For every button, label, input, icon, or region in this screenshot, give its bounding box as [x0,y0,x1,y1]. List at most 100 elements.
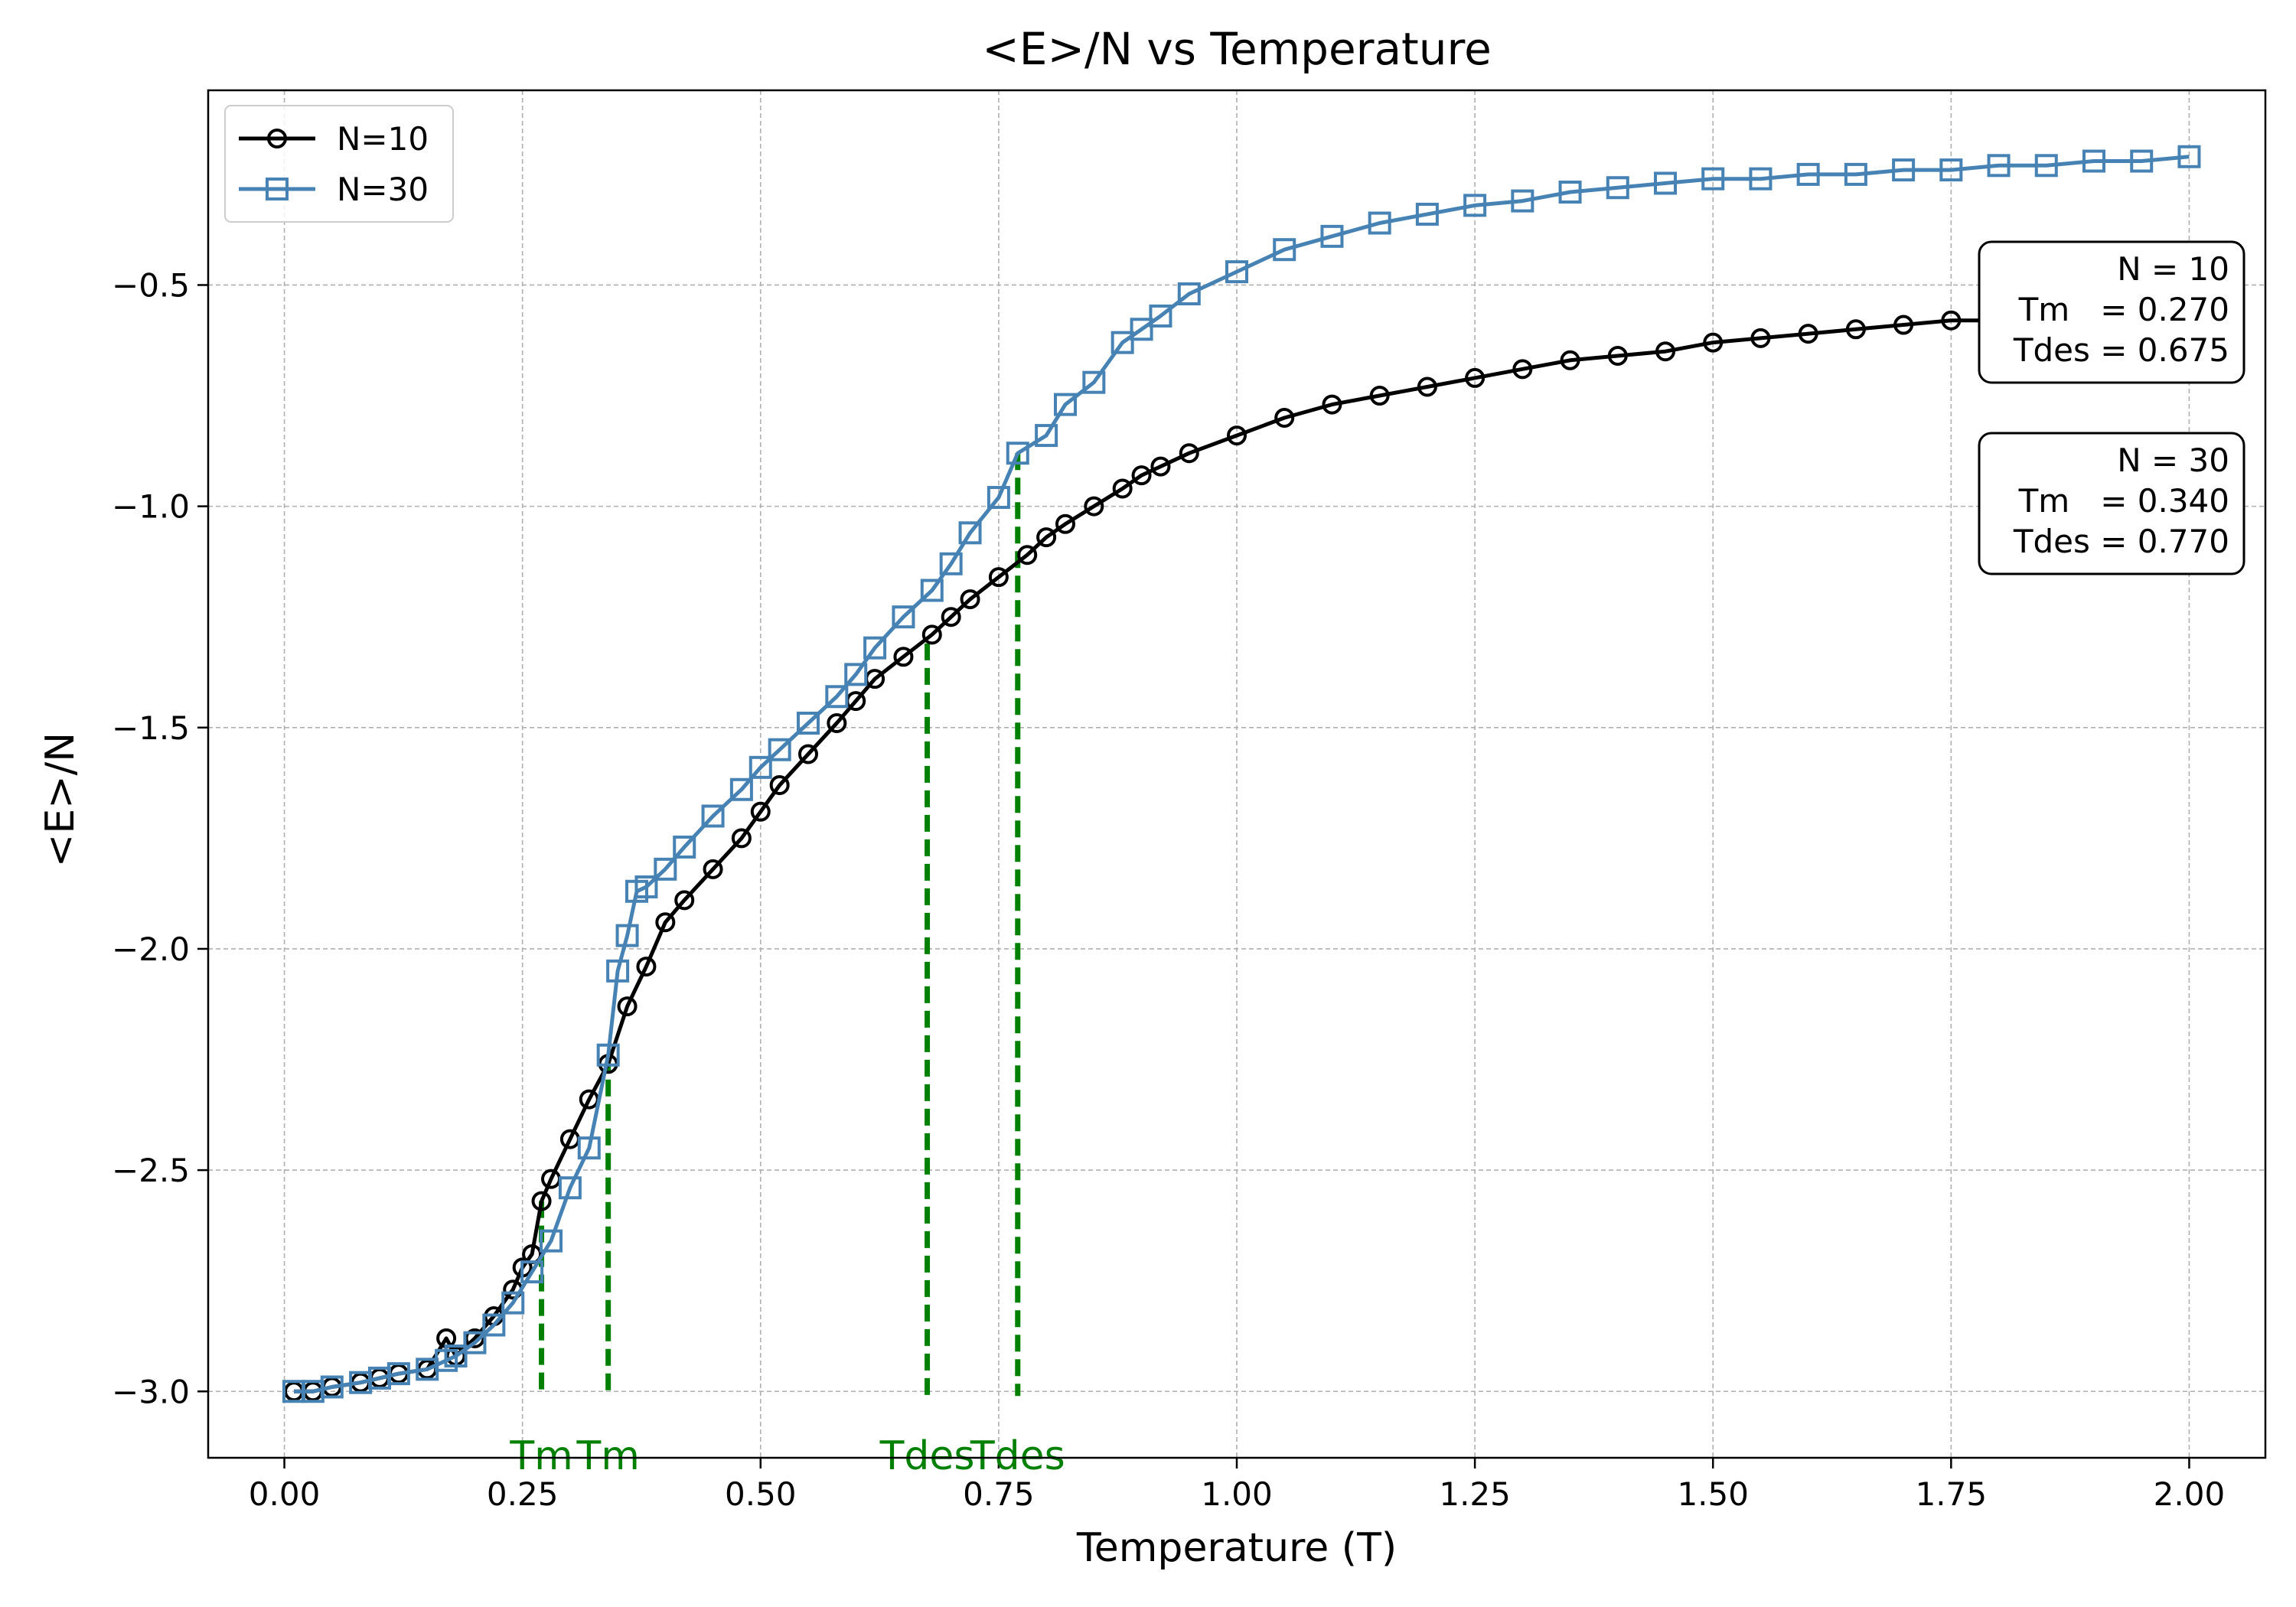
data-point [768,738,791,761]
data-point [1560,350,1580,370]
x-tick-label: 2.00 [2154,1475,2226,1513]
y-tick-label: −2.5 [112,1152,190,1189]
data-point [1273,238,1296,262]
data-point [769,774,790,795]
y-tick-label: −2.0 [112,931,190,968]
x-tick-label: 0.50 [725,1475,797,1513]
series-N=30 [282,145,2201,1403]
data-point [1130,318,1153,341]
data-point [958,521,982,545]
x-axis-label: Temperature (T) [1076,1525,1397,1571]
data-point [2177,145,2201,168]
chart-title: <E>/N vs Temperature [982,23,1492,75]
data-point [634,875,658,898]
data-point [1796,162,1820,186]
x-tick-label: 1.50 [1677,1475,1749,1513]
data-point [1017,545,1038,566]
data-point [1607,345,1628,366]
data-point [1798,324,1818,344]
legend-label: N=10 [337,120,429,158]
data-point [748,755,772,779]
info-box-line: Tm = 0.340 [2018,482,2229,520]
data-point [386,1362,410,1386]
data-point [501,1291,525,1315]
data-point [1939,158,1963,182]
data-point [1701,167,1725,191]
data-point [2034,154,2058,178]
data-point [1655,341,1675,362]
y-tick-label: −3.0 [112,1373,190,1410]
data-point [798,744,818,764]
transition-label: Tdes [970,1433,1065,1479]
data-point [654,857,677,881]
data-point [1511,189,1534,213]
data-point [1845,319,1866,340]
data-point [1987,154,2011,178]
info-box-line: N = 30 [2117,442,2229,479]
x-tick-label: 1.75 [1916,1475,1988,1513]
data-point [1749,167,1773,191]
data-point [1036,527,1057,548]
y-axis-label: <E>/N [38,732,83,867]
y-axis-ticks: −3.0 −2.5 −2.0 −1.5 −1.0 −0.5 [112,266,208,1410]
x-tick-label: 0.00 [249,1475,321,1513]
data-point [1149,304,1172,328]
data-point [827,712,847,733]
data-point [988,567,1009,588]
data-point [1654,171,1677,195]
transition-label: Tdes [879,1433,975,1479]
legend-marker [267,129,287,148]
data-point [987,486,1010,510]
data-point [615,924,639,947]
data-point [1055,513,1075,534]
data-point [673,835,696,859]
data-point [1463,194,1487,217]
data-point [463,1331,487,1354]
data-point [1415,202,1439,226]
data-point [655,912,676,933]
data-point [1150,456,1171,477]
data-point [1893,315,1914,335]
data-point [1006,442,1029,465]
legend: N=10 N=30 [224,105,454,223]
data-point [674,890,695,911]
data-point [617,996,638,1017]
data-point [797,711,820,735]
data-point [1082,370,1106,394]
data-point [558,1176,582,1200]
data-point [1465,367,1486,388]
data-point [1131,465,1152,486]
data-point [1112,478,1133,499]
data-point [960,589,980,610]
data-point [1844,162,1867,186]
data-point [2130,149,2154,173]
series-group [282,145,2201,1403]
data-point [1084,496,1104,517]
data-point [703,859,723,879]
data-point [1750,328,1771,348]
data-point [729,777,753,801]
x-tick-label: 0.75 [963,1475,1035,1513]
y-tick-label: −0.5 [112,266,190,304]
data-point [1892,158,1916,182]
data-point [750,801,771,822]
data-point [701,804,725,828]
data-point [1941,310,1962,331]
data-point [1274,407,1295,428]
data-point [2082,149,2105,173]
data-point [893,647,914,667]
data-point [1054,393,1077,416]
data-point [1558,181,1582,204]
data-point [606,959,630,983]
data-point [1369,386,1390,406]
info-box-line: Tm = 0.270 [2018,291,2229,328]
data-point [1703,332,1724,353]
data-point [596,1043,620,1067]
data-point [1035,424,1058,448]
transition-label: Tm [576,1433,639,1479]
data-point [731,828,752,849]
